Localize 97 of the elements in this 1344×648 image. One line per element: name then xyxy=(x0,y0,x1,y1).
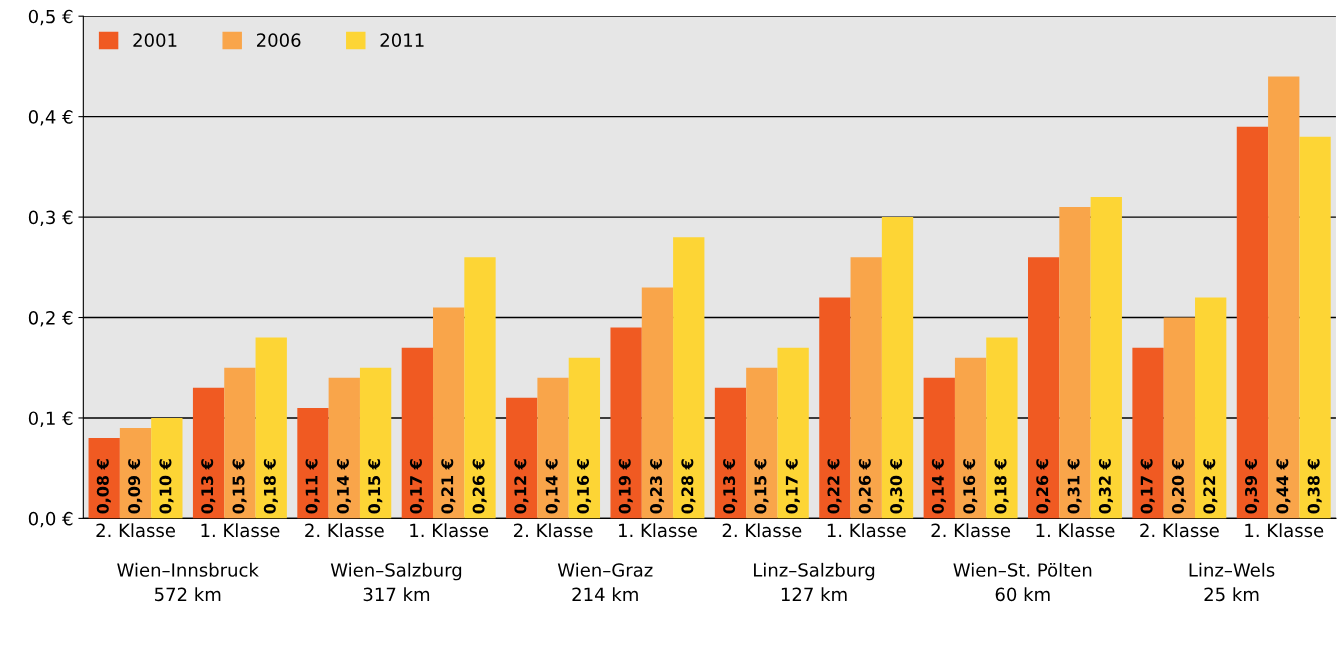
bar xyxy=(714,387,747,519)
data-label: 0,31 € xyxy=(1067,459,1082,514)
data-label: 0,08 € xyxy=(96,459,111,514)
bar xyxy=(1059,207,1091,519)
bar xyxy=(433,307,465,519)
data-label: 0,19 € xyxy=(618,459,633,514)
bar xyxy=(610,327,642,519)
y-tick-label: 0,3 € xyxy=(28,210,73,227)
bar xyxy=(1299,136,1331,519)
data-label: 0,17 € xyxy=(785,459,800,514)
data-label: 0,14 € xyxy=(336,459,351,514)
data-label: 0,21 € xyxy=(441,459,456,514)
x-tick-label: 2. Klasse xyxy=(96,523,175,538)
bar xyxy=(1236,126,1269,519)
data-label: 0,26 € xyxy=(858,459,873,514)
data-label: 0,12 € xyxy=(514,459,529,514)
bar xyxy=(328,377,360,519)
data-label: 0,38 € xyxy=(1307,459,1322,514)
x-tick-label: 1. Klasse xyxy=(827,523,906,538)
data-label: 0,15 € xyxy=(232,459,247,514)
legend-label: 2006 xyxy=(256,33,301,47)
bar xyxy=(777,347,809,519)
bar xyxy=(819,297,851,519)
data-label: 0,17 € xyxy=(1140,459,1155,514)
data-label: 0,09 € xyxy=(128,459,143,514)
legend-label: 2001 xyxy=(133,33,177,47)
data-label: 0,22 € xyxy=(1203,459,1218,514)
bar xyxy=(1268,76,1300,519)
text: Linz–Salzburg 127 km xyxy=(754,562,875,601)
data-label: 0,28 € xyxy=(681,459,696,514)
bar xyxy=(881,217,914,519)
bar xyxy=(537,377,569,519)
bar xyxy=(1028,257,1060,519)
bar xyxy=(954,357,987,519)
y-tick-label: 0,4 € xyxy=(28,110,73,126)
x-tick-label: 1. Klasse xyxy=(619,523,697,538)
text: Wien–St. Pölten 60 km xyxy=(953,562,1092,602)
x-tick-label: 2. Klasse xyxy=(513,523,593,538)
bar xyxy=(255,337,287,519)
x-tick-label: 2. Klasse xyxy=(722,523,802,538)
data-label: 0,13 € xyxy=(201,459,216,514)
bar xyxy=(986,337,1018,519)
data-label: 0,16 € xyxy=(963,459,978,514)
bar xyxy=(746,367,778,519)
x-tick-label: 1. Klasse xyxy=(201,523,280,538)
bar xyxy=(1132,347,1164,519)
text: Linz–Wels 25 km xyxy=(1189,562,1275,602)
data-label: 0,13 € xyxy=(723,459,738,514)
bar xyxy=(224,367,256,519)
data-label: 0,39 € xyxy=(1244,459,1260,514)
bar xyxy=(151,417,183,519)
bar xyxy=(1195,297,1227,519)
data-label: 0,23 € xyxy=(649,459,665,514)
data-label: 0,16 € xyxy=(576,459,592,514)
data-label: 0,14 € xyxy=(545,459,560,514)
x-tick-label: 1. Klasse xyxy=(1036,523,1115,538)
x-tick-label: 2. Klasse xyxy=(305,523,384,538)
y-tick-label: 0,0 € xyxy=(28,511,73,528)
data-label: 0,30 € xyxy=(890,459,905,514)
bar xyxy=(923,377,955,519)
data-label: 0,26 € xyxy=(1036,459,1051,514)
data-label: 0,22 € xyxy=(827,459,842,514)
bar xyxy=(850,257,882,519)
bar xyxy=(673,237,705,519)
data-label: 0,20 € xyxy=(1171,459,1187,514)
data-label: 0,44 € xyxy=(1276,459,1291,514)
x-tick-label: 1. Klasse xyxy=(1245,523,1324,538)
x-tick-label: 1. Klasse xyxy=(410,523,489,538)
text: Wien–Graz 214 km xyxy=(557,562,653,601)
y-tick-label: 0,2 € xyxy=(28,310,73,327)
text: Wien–Salzburg 317 km xyxy=(330,562,462,602)
bar xyxy=(297,407,329,519)
bar xyxy=(464,257,496,519)
x-tick-label: 2. Klasse xyxy=(931,523,1011,538)
bar xyxy=(1090,196,1122,519)
bar xyxy=(506,397,538,519)
data-label: 0,18 € xyxy=(994,459,1009,514)
data-label: 0,17 € xyxy=(409,459,425,514)
data-label: 0,14 € xyxy=(931,459,946,514)
data-label: 0,26 € xyxy=(472,459,487,514)
data-label: 0,10 € xyxy=(159,459,174,514)
data-label: 0,32 € xyxy=(1098,459,1113,514)
bar xyxy=(401,347,434,519)
data-label: 0,18 € xyxy=(263,459,278,514)
legend-label: 2011 xyxy=(380,33,424,47)
x-tick-label: 2. Klasse xyxy=(1140,523,1219,538)
data-label: 0,15 € xyxy=(754,459,769,514)
text: Wien–Innsbruck 572 km xyxy=(117,562,259,602)
data-label: 0,15 € xyxy=(368,459,383,514)
bar xyxy=(641,287,674,519)
bar xyxy=(359,367,392,519)
data-label: 0,11 € xyxy=(305,459,320,514)
y-tick-label: 0,1 € xyxy=(28,411,73,427)
bar xyxy=(192,387,225,519)
bar xyxy=(568,357,601,519)
bar xyxy=(1163,317,1196,519)
y-tick-label: 0,5 € xyxy=(28,9,73,26)
